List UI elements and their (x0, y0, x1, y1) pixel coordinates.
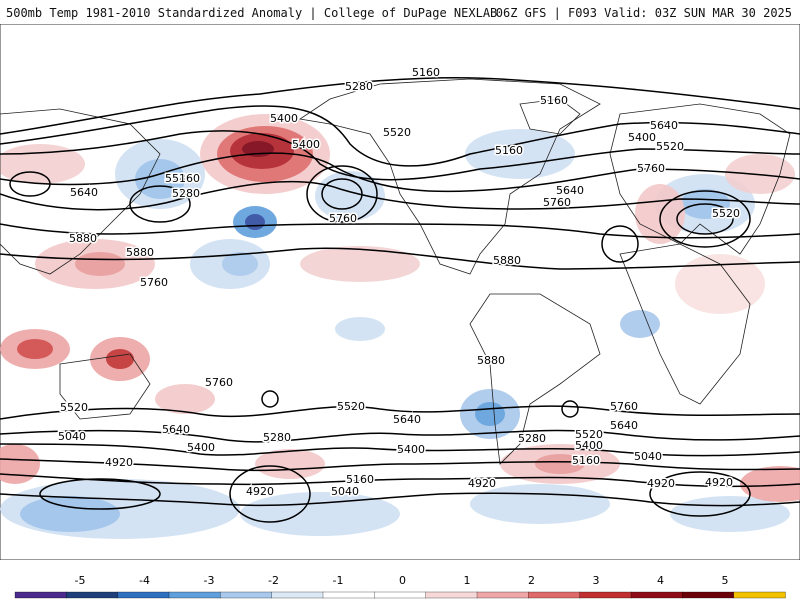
colorbar-swatch (220, 591, 273, 599)
contour-label: 5640 (162, 423, 190, 436)
colorbar-tick-label: -5 (75, 574, 86, 587)
colorbar: -5 -4 -3 -2 -1 0 1 2 3 4 5 (14, 574, 786, 599)
chart-title: 500mb Temp 1981-2010 Standardized Anomal… (6, 6, 498, 20)
contour-label: 5160 (540, 94, 568, 107)
colorbar-tick-label: 2 (528, 574, 535, 587)
contour-label: 5760 (329, 212, 357, 225)
colorbar-swatch (374, 591, 427, 599)
colorbar-swatch (14, 591, 67, 599)
contour-label: 5880 (477, 354, 505, 367)
contour-label: 5760 (140, 276, 168, 289)
contour-label: 5520 (337, 400, 365, 413)
contour-label: 5280 (165, 172, 193, 185)
colorbar-swatch (168, 591, 221, 599)
contour-label: 5040 (58, 430, 86, 443)
contour-label: 5880 (493, 254, 521, 267)
colorbar-swatch (630, 591, 683, 599)
contour-label: 4920 (468, 477, 496, 490)
contour-label: 5760 (637, 162, 665, 175)
contour-label: 5160 (495, 144, 523, 157)
contour-label: 5520 (712, 207, 740, 220)
contour-label: 5640 (393, 413, 421, 426)
contour-label: 5400 (187, 441, 215, 454)
colorbar-tick-label: 4 (657, 574, 664, 587)
contour-label: 5760 (543, 196, 571, 209)
colorbar-swatch (528, 591, 581, 599)
colorbar-swatch (322, 591, 375, 599)
colorbar-swatch (271, 591, 324, 599)
colorbar-tick-label: 3 (593, 574, 600, 587)
contour-label: 5160 (172, 172, 200, 185)
colorbar-tick-label: -1 (333, 574, 344, 587)
contour-label: 5520 (656, 140, 684, 153)
contour-label: 5400 (270, 112, 298, 125)
colorbar-swatch (425, 591, 478, 599)
contour-label: 5520 (60, 401, 88, 414)
contour-label: 4920 (647, 477, 675, 490)
colorbar-tick-label: -4 (139, 574, 150, 587)
colorbar-swatch (66, 591, 119, 599)
colorbar-tick-label: 0 (399, 574, 406, 587)
colorbar-tick-label: 5 (722, 574, 729, 587)
contour-label: 5160 (572, 454, 600, 467)
colorbar-swatch (733, 591, 786, 599)
anomaly-map: 5160528051605400552056405400516052805400… (0, 24, 800, 560)
contour-label: 5400 (628, 131, 656, 144)
contour-label: 5280 (518, 432, 546, 445)
colorbar-tick-label: -2 (268, 574, 279, 587)
contour-label: 5400 (575, 439, 603, 452)
colorbar-swatch (579, 591, 632, 599)
contour-label: 5640 (556, 184, 584, 197)
colorbar-tick-label: -3 (204, 574, 215, 587)
coastlines (0, 78, 791, 465)
contour-label: 5880 (126, 246, 154, 259)
contour-label: 5760 (205, 376, 233, 389)
contour-label: 5640 (650, 119, 678, 132)
colorbar-ticks: -5 -4 -3 -2 -1 0 1 2 3 4 5 (75, 574, 729, 587)
colorbar-swatch (682, 591, 735, 599)
contour-label: 5520 (575, 428, 603, 441)
contour-label: 4920 (705, 476, 733, 489)
contour-label: 5400 (397, 443, 425, 456)
contour-label: 5160 (346, 473, 374, 486)
contour-label: 5040 (634, 450, 662, 463)
contour-label: 4920 (105, 456, 133, 469)
contour-label: 4920 (246, 485, 274, 498)
height-labels: 5160528051605400552056405400516052805400… (57, 65, 742, 500)
contour-label: 5280 (345, 80, 373, 93)
model-run-info: 06Z GFS | F093 Valid: 03Z SUN MAR 30 202… (495, 6, 792, 20)
height-contours (0, 76, 800, 523)
contour-label: 5400 (292, 138, 320, 151)
contour-label: 5160 (412, 66, 440, 79)
colorbar-swatch (476, 591, 529, 599)
contour-label: 5520 (383, 126, 411, 139)
colorbar-swatches (14, 591, 786, 599)
contour-label: 5280 (172, 187, 200, 200)
contour-label: 5640 (70, 186, 98, 199)
contour-label: 5280 (263, 431, 291, 444)
positive-anomaly-shading (0, 114, 800, 502)
contour-label: 5640 (610, 419, 638, 432)
contour-label: 5880 (69, 232, 97, 245)
contour-label: 5760 (610, 400, 638, 413)
contour-label: 5040 (331, 485, 359, 498)
colorbar-swatch (117, 591, 170, 599)
colorbar-tick-label: 1 (464, 574, 471, 587)
